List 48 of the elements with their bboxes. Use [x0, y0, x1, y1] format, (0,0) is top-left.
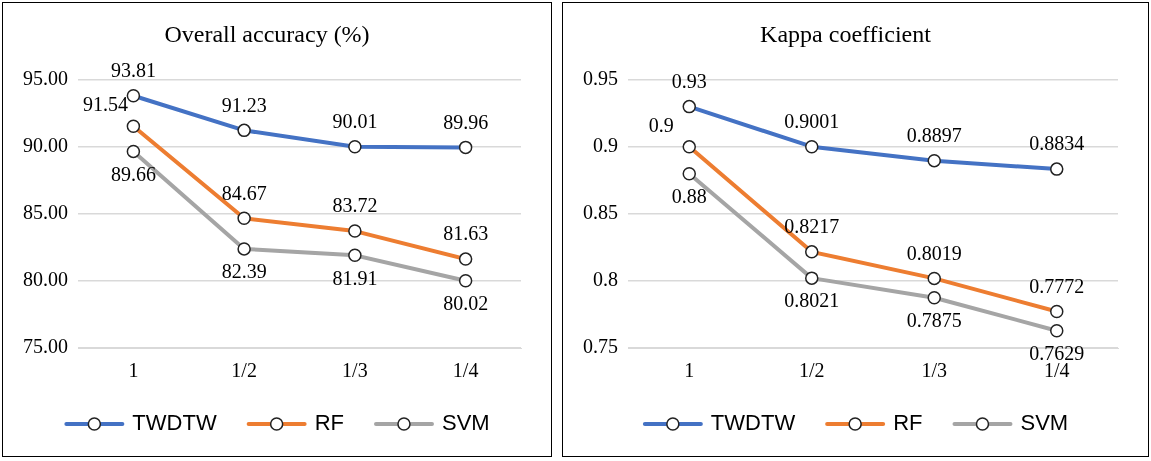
x-tick-label: 1/3	[921, 359, 948, 382]
data-label: 0.8217	[784, 215, 840, 238]
chart-title: Overall accuracy (%)	[164, 20, 370, 47]
data-label: 0.8019	[906, 241, 962, 264]
chart-title: Kappa coefficient	[760, 20, 932, 47]
legend-label: TWDTW	[710, 410, 796, 436]
data-label: 0.8897	[906, 123, 962, 146]
y-tick-label: 0.95	[583, 67, 618, 90]
x-tick-label: 1/4	[452, 359, 479, 382]
y-tick-label: 0.8	[593, 268, 618, 291]
data-label: 0.8834	[1029, 132, 1085, 155]
x-tick-label: 1/3	[342, 359, 368, 382]
data-label: 82.39	[221, 260, 267, 283]
legend-label: TWDTW	[132, 410, 217, 436]
y-tick-label: 95.00	[23, 67, 68, 90]
y-tick-label: 0.75	[583, 335, 618, 358]
data-label: 0.7875	[906, 308, 962, 331]
y-tick-label: 80.00	[23, 268, 68, 291]
data-label: 0.9	[648, 114, 674, 137]
y-tick-label: 0.85	[583, 201, 618, 224]
data-label: 91.23	[221, 93, 267, 116]
x-tick-label: 1/2	[231, 359, 257, 382]
y-tick-label: 75.00	[23, 335, 68, 358]
legend-label: RF	[893, 410, 923, 436]
y-tick-label: 90.00	[23, 134, 68, 157]
x-tick-label: 1/2	[798, 359, 825, 382]
legend-label: SVM	[441, 410, 490, 436]
data-label: 93.81	[110, 59, 156, 82]
data-label: 89.66	[110, 162, 156, 185]
data-label: 0.8021	[784, 289, 840, 312]
data-label: 81.63	[443, 222, 489, 245]
data-label: 83.72	[332, 194, 378, 217]
y-tick-label: 0.9	[593, 134, 618, 157]
data-label: 80.02	[443, 291, 489, 314]
x-tick-label: 1	[128, 359, 139, 382]
data-label: 0.9001	[784, 109, 840, 132]
legend-label: RF	[314, 410, 344, 436]
x-tick-label: 1	[684, 359, 695, 382]
data-label: 0.7772	[1029, 274, 1085, 297]
y-tick-label: 85.00	[23, 201, 68, 224]
data-label: 84.67	[221, 181, 267, 204]
data-label: 81.91	[332, 266, 378, 289]
data-label: 91.54	[82, 93, 128, 116]
data-label: 0.88	[671, 184, 707, 207]
data-label: 90.01	[332, 109, 378, 132]
data-label: 0.93	[671, 69, 707, 92]
data-label: 89.96	[443, 110, 489, 133]
legend-label: SVM	[1020, 410, 1069, 436]
